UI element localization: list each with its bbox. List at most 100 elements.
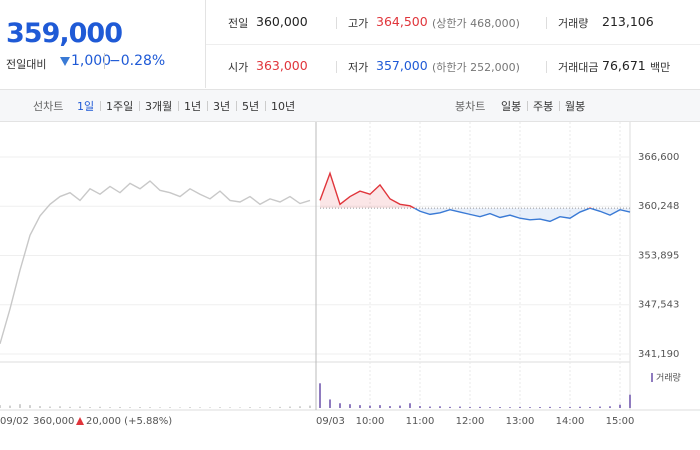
tab-group-label: 봉차트 (455, 100, 486, 113)
volume-bar (49, 406, 51, 408)
volume-bar (439, 406, 441, 408)
volume-bar (519, 406, 521, 408)
x-tick-label: 14:00 (556, 416, 585, 427)
stat-value: 360,000 (256, 14, 308, 29)
volume-bar (0, 405, 1, 408)
tab[interactable]: 1주일 (106, 100, 134, 113)
volume-bar (289, 406, 291, 408)
volume-bar (99, 406, 101, 408)
x-tick-label: 12:00 (456, 416, 485, 427)
up-arrow (76, 417, 84, 425)
tab-sep (527, 101, 528, 111)
volume-bar (119, 406, 121, 408)
stat-value: 76,671 (602, 58, 646, 73)
volume-bar (129, 407, 131, 408)
volume-bar (109, 407, 111, 408)
stat-note: (하한가 252,000) (432, 61, 520, 74)
tab-sep (100, 101, 101, 111)
volume-bar (389, 406, 391, 408)
tab-sep (139, 101, 140, 111)
tab[interactable]: 10년 (271, 100, 296, 113)
x-tick-label: 15:00 (606, 416, 635, 427)
tab[interactable]: 월봉 (565, 100, 586, 113)
down-arrow (60, 57, 70, 66)
volume-bar (199, 407, 201, 408)
volume-bar (479, 406, 481, 408)
tab[interactable]: 5년 (242, 100, 260, 113)
volume-bar (269, 407, 271, 408)
volume-bar (139, 407, 141, 408)
volume-bar (169, 407, 171, 408)
volume-bar (349, 404, 351, 408)
volume-bar (219, 407, 221, 408)
volume-bar (179, 407, 181, 408)
x-tick-label: 09/02 (0, 416, 29, 427)
tab[interactable]: 1년 (184, 100, 202, 113)
volume-bar (89, 407, 91, 408)
volume-bar (579, 406, 581, 408)
stat-value: 364,500 (376, 14, 428, 29)
volume-bar (329, 399, 331, 408)
area-up (320, 173, 630, 209)
legend-swatch (651, 373, 653, 382)
stat-value: 363,000 (256, 58, 308, 73)
legend-label: 거래량 (656, 372, 681, 384)
volume-bar (509, 407, 511, 408)
volume-bar (489, 407, 491, 408)
tab-sep (559, 101, 560, 111)
today-line-up (319, 171, 593, 209)
volume-bar (239, 407, 241, 408)
volume-bar (499, 407, 501, 408)
x-tick-label: 13:00 (506, 416, 535, 427)
volume-bar (319, 383, 321, 408)
divider (546, 17, 547, 29)
volume-bar (19, 404, 21, 408)
x-tick-label: 10:00 (356, 416, 385, 427)
area-down (414, 208, 630, 222)
tab-sep (236, 101, 237, 111)
tab[interactable]: 3년 (213, 100, 231, 113)
volume-bar (359, 405, 361, 408)
volume-bar (79, 406, 81, 408)
divider (336, 17, 337, 29)
tab[interactable]: 1일 (77, 100, 95, 113)
tab[interactable]: 일봉 (501, 100, 522, 113)
divider (336, 61, 337, 73)
volume-bar (339, 403, 341, 408)
stat-unit: 백만 (650, 61, 671, 74)
volume-bar (559, 407, 561, 408)
volume-bar (539, 407, 541, 408)
change: 1,000 (71, 53, 112, 69)
divider (546, 61, 547, 73)
prev-change: 20,000 (+5.88%) (86, 416, 172, 427)
volume-bar (279, 406, 281, 408)
x-tick-label: 11:00 (406, 416, 435, 427)
stat-label: 거래대금 (558, 61, 599, 74)
tab-bar: 선차트 1일 1주일 3개월 1년 3년 5년 10년 봉차트 일봉 주봉 월봉 (0, 89, 700, 122)
volume-bar (429, 406, 431, 408)
y-tick-label: 360,248 (638, 201, 679, 212)
tab[interactable]: 3개월 (145, 100, 173, 113)
stats: 전일 360,000 고가 364,500 (상한가 468,000) 거래량 213,10… (206, 0, 700, 88)
volume-bar (549, 406, 551, 408)
price-box: 359,000 전일대비 1,000 −0.28% (0, 0, 206, 88)
stat-label: 고가 (348, 17, 369, 30)
tab[interactable]: 주봉 (533, 100, 554, 113)
price: 359,000 (6, 18, 123, 49)
row-divider (206, 44, 700, 45)
volume-bar (569, 407, 571, 408)
volume-bar (529, 407, 531, 408)
tab-sep (265, 101, 266, 111)
volume-bar (409, 403, 411, 408)
volume-bar (189, 407, 191, 408)
y-tick-label: 341,190 (638, 349, 679, 360)
tab-group-label: 선차트 (33, 100, 64, 113)
volume-bar (619, 404, 621, 408)
chart: 366,600 360,248 353,895 347,543 341,190 09/02… (0, 122, 700, 427)
volume-bar (399, 405, 401, 408)
volume-bar (259, 407, 261, 408)
volume-bar (589, 406, 591, 408)
today-line-down (412, 208, 631, 223)
volume-bar (229, 407, 231, 408)
